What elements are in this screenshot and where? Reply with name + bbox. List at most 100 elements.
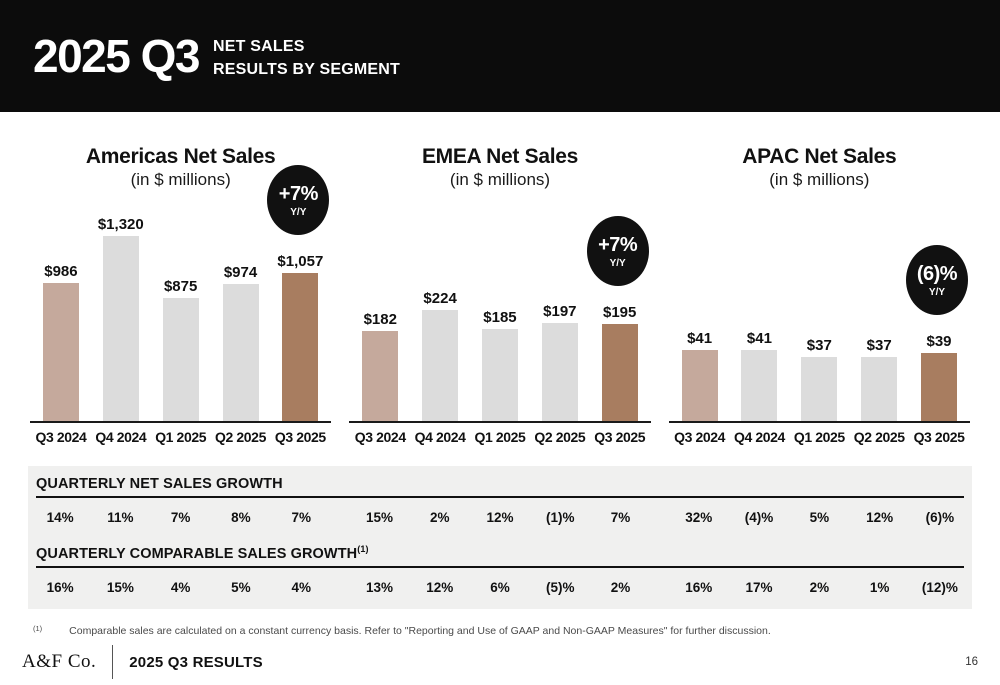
bar-value-label: $986	[44, 263, 78, 280]
x-axis-label: Q3 2025	[913, 429, 965, 445]
bar-q4-2024	[422, 310, 459, 421]
growth-cell: 1%	[869, 579, 890, 595]
yoy-badge-caption: Y/Y	[928, 286, 946, 298]
growth-cell: 7%	[291, 510, 311, 525]
x-axis-labels: Q3 2024 Q4 2024 Q1 2025 Q2 2025 Q3 2025	[30, 429, 331, 445]
bar-q3-2024	[362, 331, 399, 421]
bar-value-label: $185	[483, 309, 517, 326]
growth-section-heading-text: QUARTERLY NET SALES GROWTH	[36, 476, 283, 492]
bar-q3-2025	[282, 273, 319, 421]
bar-value-label: $37	[806, 337, 832, 354]
growth-cell: 15%	[365, 510, 393, 525]
page-subtitle: NET SALES RESULTS BY SEGMENT	[213, 35, 400, 81]
bar-cell: $37	[849, 337, 909, 421]
bar-q4-2024	[102, 236, 139, 421]
bar-q1-2025	[481, 329, 518, 421]
bar-q3-2025	[921, 353, 958, 421]
growth-cell: 12%	[486, 510, 514, 525]
chart-plot: $182 $224 $185 $197 $195 +7% Y/Y	[349, 190, 651, 423]
growth-group-americas: 16% 15% 4% 5% 4%	[30, 580, 331, 595]
bar-value-label: $875	[163, 278, 198, 295]
growth-group-apac: 16% 17% 2% 1% (12)%	[669, 580, 970, 595]
x-axis-label: Q2 2025	[853, 429, 905, 445]
bar-q1-2025	[162, 298, 199, 421]
x-axis-label: Q2 2025	[534, 429, 586, 445]
bar-cell: $37	[789, 337, 849, 421]
growth-cell: (4)%	[744, 510, 774, 525]
growth-cell: 16%	[685, 579, 713, 595]
growth-cell: 11%	[107, 510, 134, 525]
growth-cell: 15%	[106, 579, 134, 595]
growth-section-heading: QUARTERLY COMPARABLE SALES GROWTH(1)	[36, 544, 964, 568]
growth-cell: 5%	[809, 510, 830, 525]
bar-cell: $224	[410, 290, 470, 421]
bar-q2-2025	[222, 284, 259, 421]
slide-footer: A&F Co. 2025 Q3 RESULTS 16	[0, 639, 1000, 685]
x-axis-label: Q4 2024	[414, 429, 466, 445]
x-axis-label: Q1 2025	[474, 429, 526, 445]
bar-cell: $182	[350, 311, 410, 421]
chart-title: APAC Net Sales	[742, 145, 897, 168]
footnote-text: Comparable sales are calculated on a con…	[69, 624, 771, 637]
growth-group-americas: 14% 11% 7% 8% 7%	[30, 510, 331, 525]
bar-value-label: $224	[423, 290, 457, 307]
bar-q3-2024	[42, 283, 79, 421]
bar-cell: $39	[909, 333, 969, 421]
bar-cell: $197	[530, 303, 590, 421]
growth-cell: (12)%	[921, 579, 958, 595]
bar-q1-2025	[801, 357, 838, 421]
bar-cell: $875	[151, 278, 211, 421]
x-axis-label: Q3 2024	[35, 429, 87, 445]
x-axis-label: Q3 2025	[594, 429, 646, 445]
chart-apac: APAC Net Sales (in $ millions) $41 $41 $37 $3…	[668, 145, 970, 445]
x-axis-label: Q3 2024	[674, 429, 726, 445]
page-title: 2025 Q3	[33, 30, 200, 82]
growth-cell: 6%	[490, 579, 510, 595]
chart-plot: $986 $1,320 $875 $974 $1,057 +7% Y/Y	[30, 165, 332, 423]
page-subtitle-line1: NET SALES	[212, 37, 305, 55]
chart-title: Americas Net Sales	[85, 145, 276, 168]
bar-cell: $974	[211, 264, 271, 421]
growth-cell: 4%	[170, 579, 191, 595]
footer-divider	[112, 645, 114, 679]
bar-value-label: $195	[603, 304, 637, 321]
growth-cell: 12%	[866, 510, 894, 525]
growth-row: 14% 11% 7% 8% 7% 15% 2% 12% (1)% 7% 32% (4)% 5% 12% (6…	[28, 510, 972, 525]
growth-cell: 8%	[231, 510, 251, 525]
bar-cell: $185	[470, 309, 530, 421]
growth-cell: 5%	[231, 579, 251, 595]
growth-cell: (5)%	[546, 579, 575, 595]
growth-row: 16% 15% 4% 5% 4% 13% 12% 6% (5)% 2% 16% 17% 2% 1% (12)…	[28, 580, 972, 595]
growth-cell: 14%	[46, 510, 74, 525]
bar-cell: $195	[590, 304, 650, 421]
x-axis-labels: Q3 2024 Q4 2024 Q1 2025 Q2 2025 Q3 2025	[349, 429, 650, 445]
bar-value-label: $182	[363, 311, 397, 328]
chart-subtitle: (in $ millions)	[769, 170, 870, 189]
chart-title: EMEA Net Sales	[421, 145, 579, 168]
yoy-badge-value: +7%	[278, 182, 319, 205]
growth-group-emea: 13% 12% 6% (5)% 2%	[349, 580, 650, 595]
growth-cell: 32%	[685, 510, 713, 525]
x-axis-label: Q1 2025	[155, 429, 207, 445]
chart-emea: EMEA Net Sales (in $ millions) $182 $224 $18…	[349, 145, 651, 445]
x-axis-label: Q3 2025	[274, 429, 326, 445]
bar-cell: $41	[670, 330, 730, 421]
bar-cell: $986	[31, 263, 91, 421]
x-axis-label: Q3 2024	[354, 429, 406, 445]
yoy-badge: +7% Y/Y	[267, 165, 330, 235]
growth-section-heading: QUARTERLY NET SALES GROWTH	[36, 476, 964, 498]
x-axis-label: Q4 2024	[95, 429, 147, 445]
footnote: (1) Comparable sales are calculated on a…	[33, 624, 1000, 637]
yoy-badge-value: +7%	[598, 233, 638, 256]
growth-cell: 2%	[429, 510, 450, 525]
growth-table-panel: QUARTERLY NET SALES GROWTH 14% 11% 7% 8% 7% 15…	[28, 466, 972, 609]
bar-value-label: $1,320	[97, 216, 144, 233]
bar-value-label: $974	[223, 264, 258, 281]
growth-cell: 13%	[365, 579, 393, 595]
heading-footnote-marker: (1)	[357, 544, 369, 554]
x-axis-label: Q1 2025	[793, 429, 845, 445]
growth-cell: 16%	[46, 579, 74, 595]
bar-cell: $1,320	[91, 216, 151, 421]
growth-cell: 12%	[426, 579, 454, 595]
